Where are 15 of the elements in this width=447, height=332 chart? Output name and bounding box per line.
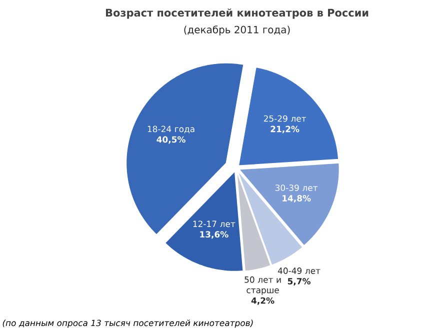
slice-label: 30-39 лет [275,184,318,191]
slice-label: 18-24 года [148,126,194,134]
slice-label: 12-17 лет [193,220,236,228]
chart-title: Возраст посетителей кинотеатров в России [106,8,368,19]
data-label: 5,7% [288,278,311,286]
text: (по данным опроса 13 тысяч посетителей кинотеатров) [2,320,253,328]
data-label: 40,5% [156,136,186,144]
chart-subtitle: (декабрь 2011 года) [184,26,290,36]
slice-label: 50 лет и старше [244,276,281,295]
data-label: 14,8% [282,195,311,203]
data-label: 13,6% [200,231,228,239]
data-label: 4,2% [251,297,274,305]
slice-label: 25-29 лет [264,115,306,122]
data-label: 21,2% [270,126,300,134]
slice-label: 40-49 лет [278,268,320,274]
